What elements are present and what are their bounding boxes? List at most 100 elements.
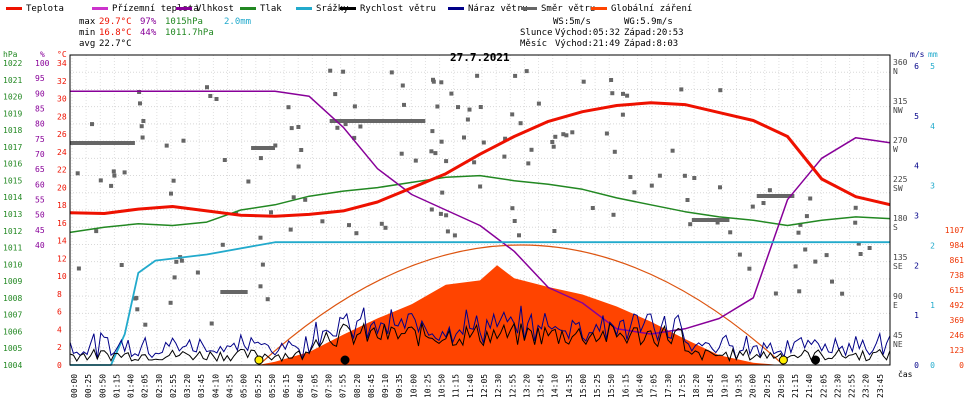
direction-point <box>209 321 214 326</box>
tick-time: 14:10 <box>551 374 560 398</box>
series-gust-line <box>69 305 891 361</box>
tick-humidity: 70 <box>35 150 45 159</box>
tick-time: 07:30 <box>324 374 333 398</box>
direction-point <box>452 233 457 238</box>
tick-direction-name: E <box>893 301 898 310</box>
direction-point <box>354 231 359 236</box>
tick-time: 20:00 <box>749 374 758 398</box>
tick-time: 22:55 <box>848 374 857 398</box>
tick-direction-name: NE <box>893 340 903 349</box>
tick-humidity: 45 <box>35 226 45 235</box>
direction-point <box>804 214 809 219</box>
tick-direction-deg: 180 <box>893 214 908 223</box>
sun-arc <box>258 244 784 366</box>
direction-point <box>76 266 81 271</box>
tick-radiation: 738 <box>950 271 965 280</box>
direction-point <box>431 79 436 84</box>
tick-temperature: 0 <box>57 361 62 370</box>
direction-point <box>258 284 263 289</box>
legend-swatch <box>6 7 22 10</box>
direction-point <box>813 259 818 264</box>
tick-wind: 4 <box>914 162 919 171</box>
stat-wg: WG:5.9m/s <box>624 17 673 27</box>
direction-point <box>289 126 294 131</box>
tick-time: 12:30 <box>494 374 503 398</box>
direction-point <box>168 300 173 305</box>
direction-point <box>133 296 138 301</box>
direction-point <box>679 87 684 92</box>
tick-time: 18:20 <box>692 374 701 398</box>
tick-pressure: 1019 <box>3 109 22 118</box>
direction-point <box>258 156 263 161</box>
tick-time: 14:35 <box>565 374 574 398</box>
tick-temperature: 18 <box>57 201 67 210</box>
direction-point <box>220 242 225 247</box>
tick-pressure: 1018 <box>3 126 22 135</box>
stat-sun-rise: Východ:05:32 <box>555 28 620 38</box>
direction-point <box>513 73 518 78</box>
tick-time: 11:40 <box>466 374 475 398</box>
legend-label: Přízemní teplota <box>112 4 199 14</box>
tick-time: 03:20 <box>183 374 192 398</box>
legend-swatch <box>521 7 537 10</box>
tick-humidity: 75 <box>35 135 45 144</box>
direction-point <box>205 85 209 90</box>
tick-humidity: 40 <box>35 241 45 250</box>
stat-avg-temp: 22.7°C <box>99 39 132 49</box>
direction-point <box>303 197 308 202</box>
tick-time: 12:05 <box>480 374 489 398</box>
direction-point <box>536 101 541 106</box>
stat-min-temp: 16.8°C <box>99 28 132 38</box>
tick-humidity: 80 <box>35 120 45 129</box>
direction-point <box>564 133 569 138</box>
direction-point <box>399 151 404 156</box>
tick-rain: 5 <box>930 62 935 71</box>
legend-label: Vlhkost <box>196 4 234 14</box>
stat-max-rain: 2.0mm <box>224 17 251 27</box>
direction-point <box>172 275 177 280</box>
direction-point <box>502 154 507 159</box>
tick-pressure: 1010 <box>3 260 22 269</box>
tick-radiation: 369 <box>950 316 965 325</box>
direction-point <box>853 205 858 210</box>
direction-point <box>581 79 586 84</box>
stat-max-temp: 29.7°C <box>99 17 132 27</box>
direction-point <box>143 322 148 327</box>
direction-point <box>328 68 333 73</box>
direction-point <box>670 148 675 153</box>
direction-point <box>803 247 808 252</box>
direction-point <box>604 131 609 136</box>
tick-pressure: 1005 <box>3 344 22 353</box>
legend-label: Teplota <box>26 4 64 14</box>
tick-direction-name: NW <box>893 106 903 115</box>
tick-temperature: 14 <box>57 237 67 246</box>
tick-time: 07:55 <box>339 374 348 398</box>
tick-direction-deg: 270 <box>893 136 908 145</box>
direction-point <box>265 297 270 302</box>
tick-direction-name: SE <box>893 262 903 271</box>
tick-temperature: 12 <box>57 254 67 263</box>
direction-point <box>181 138 186 143</box>
direction-point <box>728 230 733 235</box>
tick-time: 06:15 <box>282 374 291 398</box>
tick-rain: 3 <box>930 182 935 191</box>
stat-max-hum: 97% <box>140 17 157 27</box>
unit-pressure: hPa <box>3 50 18 59</box>
tick-pressure: 1022 <box>3 59 22 68</box>
tick-time: 23:20 <box>862 374 871 398</box>
legend-swatch <box>92 7 108 10</box>
tick-pressure: 1011 <box>3 244 22 253</box>
direction-point <box>718 185 722 190</box>
direction-point <box>685 198 690 202</box>
direction-point <box>429 207 434 212</box>
tick-time: 18:45 <box>706 374 715 398</box>
stat-min-label: min <box>79 28 95 38</box>
direction-point <box>122 170 127 175</box>
tick-temperature: 32 <box>57 77 67 86</box>
direction-point <box>552 229 557 233</box>
direction-point <box>352 135 357 140</box>
legend-label: Náraz větru <box>468 4 528 14</box>
direction-point <box>830 279 834 284</box>
direction-point <box>430 129 435 134</box>
legend-label: Srážky <box>316 4 349 14</box>
